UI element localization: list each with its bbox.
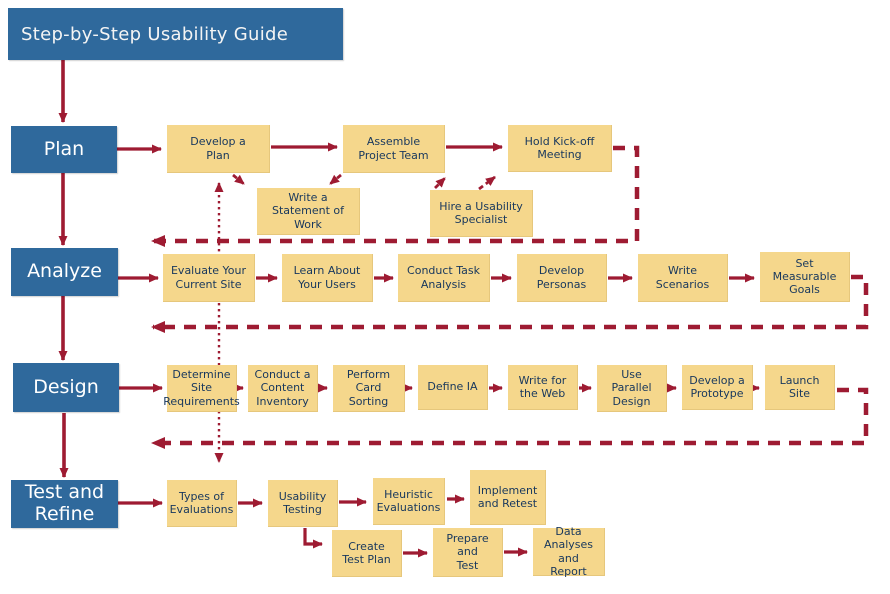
step-data-analyses-and-report[interactable]: Data Analyses and Report (533, 525, 605, 578)
phase-design[interactable]: Design (13, 363, 119, 412)
step-launch-site[interactable]: Launch Site (765, 365, 835, 410)
step-conduct-task-analysis[interactable]: Conduct Task Analysis (398, 254, 490, 302)
step-define-ia[interactable]: Define IA (418, 365, 488, 410)
phase-plan[interactable]: Plan (11, 126, 117, 173)
step-determine-site-requirements[interactable]: Determine Site Requirements (163, 365, 240, 412)
step-learn-about-your-users[interactable]: Learn About Your Users (282, 254, 373, 302)
step-perform-card-sorting[interactable]: Perform Card Sorting (333, 365, 405, 412)
step-evaluate-your-current-site[interactable]: Evaluate Your Current Site (163, 254, 255, 302)
step-usability-testing[interactable]: Usability Testing (268, 480, 338, 527)
step-write-for-the-web[interactable]: Write for the Web (508, 365, 578, 410)
step-hold-kick-off-meeting[interactable]: Hold Kick-off Meeting (508, 125, 612, 172)
phase-spine-arrows (58, 60, 69, 478)
step-use-parallel-design[interactable]: Use Parallel Design (597, 365, 667, 412)
step-write-a-statement-of-work[interactable]: Write a Statement of Work (257, 188, 360, 235)
step-develop-personas[interactable]: Develop Personas (517, 254, 607, 302)
step-develop-a-plan[interactable]: Develop a Plan (167, 125, 270, 173)
step-write-scenarios[interactable]: Write Scenarios (638, 254, 728, 302)
step-prepare-and-test[interactable]: Prepare and Test (433, 528, 503, 577)
feedback-dashed-loops (151, 145, 869, 449)
phase-to-step-arrows (117, 144, 163, 508)
phase-test-and-refine[interactable]: Test and Refine (11, 480, 118, 528)
step-set-measurable-goals[interactable]: Set Measurable Goals (760, 252, 850, 302)
step-types-of-evaluations[interactable]: Types of Evaluations (167, 480, 237, 527)
phase-analyze[interactable]: Analyze (11, 248, 118, 296)
step-develop-a-prototype[interactable]: Develop a Prototype (682, 365, 753, 410)
step-create-test-plan[interactable]: Create Test Plan (332, 530, 402, 577)
step-assemble-project-team[interactable]: Assemble Project Team (343, 125, 445, 173)
step-sequence-arrows (234, 142, 760, 558)
step-implement-and-retest[interactable]: Implement and Retest (470, 470, 546, 525)
step-conduct-a-content-inventory[interactable]: Conduct a Content Inventory (248, 365, 318, 412)
step-heuristic-evaluations[interactable]: Heuristic Evaluations (373, 478, 445, 525)
step-hire-a-usability-specialist[interactable]: Hire a Usability Specialist (430, 190, 533, 237)
page-title: Step-by-Step Usability Guide (8, 8, 343, 60)
support-step-dashed-arrows (232, 173, 496, 191)
